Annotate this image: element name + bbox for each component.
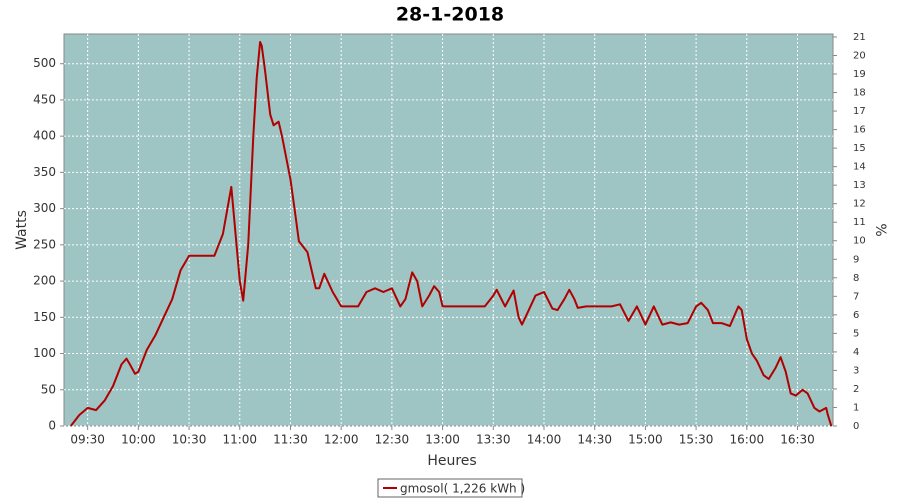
x-tick-label: 09:30 [70, 433, 105, 447]
x-tick-label: 16:30 [780, 433, 815, 447]
y2-tick-label: 11 [853, 217, 866, 228]
y2-tick-label: 13 [853, 180, 866, 191]
y2-tick-label: 4 [853, 347, 859, 358]
y2-tick-label: 2 [853, 384, 859, 395]
marks [70, 41, 833, 427]
y-tick-label: 50 [41, 382, 56, 396]
x-tick-label: 12:30 [375, 433, 410, 447]
y2-tick-label: 20 [853, 50, 866, 61]
y2-tick-label: 16 [853, 125, 866, 136]
y2-tick-label: 14 [853, 162, 866, 173]
y2-tick-label: 9 [853, 254, 859, 265]
y2-tick-label: 3 [853, 365, 859, 376]
y2-tick-label: 17 [853, 106, 866, 117]
x-tick-label: 14:00 [527, 433, 562, 447]
y2-tick-label: 1 [853, 402, 859, 413]
y-tick-label: 200 [33, 274, 56, 288]
y2-tick-label: 21 [853, 32, 866, 43]
x-tick-label: 16:00 [730, 433, 765, 447]
y2-tick-label: 7 [853, 291, 859, 302]
x-tick-label: 13:00 [425, 433, 460, 447]
y-tick-label: 250 [33, 237, 56, 251]
series-line [70, 41, 833, 427]
x-tick-label: 12:00 [324, 433, 359, 447]
grid [64, 34, 833, 427]
y-tick-label: 400 [33, 129, 56, 143]
x-tick-label: 11:30 [273, 433, 308, 447]
y2-tick-label: 8 [853, 273, 859, 284]
y2-tick-label: 19 [853, 69, 866, 80]
y2-tick-label: 0 [853, 421, 859, 432]
y2-tick-label: 12 [853, 199, 866, 210]
plot-area [63, 33, 834, 427]
y-tick-label: 0 [48, 419, 56, 433]
legend-box [377, 478, 523, 498]
x-axis-title: Heures [427, 453, 476, 469]
y-tick-label: 500 [33, 56, 56, 70]
chart-title: 28-1-2018 [396, 4, 504, 26]
y2-tick-label: 18 [853, 88, 866, 99]
y-tick-label: 300 [33, 201, 56, 215]
x-tick-label: 15:00 [628, 433, 663, 447]
y2-tick-label: 5 [853, 328, 859, 339]
y-tick-label: 350 [33, 165, 56, 179]
y-tick-label: 100 [33, 346, 56, 360]
legend-label: gmosol( 1,226 kWh ) [400, 482, 525, 496]
x-tick-label: 14:30 [577, 433, 612, 447]
x-tick-label: 15:30 [679, 433, 714, 447]
y-tick-label: 450 [33, 92, 56, 106]
y2-axis-title: % [872, 223, 888, 236]
y2-tick-label: 15 [853, 143, 866, 154]
x-tick-label: 10:30 [172, 433, 207, 447]
x-tick-label: 10:00 [121, 433, 156, 447]
y-tick-label: 150 [33, 310, 56, 324]
y-axis-title: Watts [14, 210, 30, 250]
x-tick-label: 11:00 [222, 433, 257, 447]
x-tick-label: 13:30 [476, 433, 511, 447]
y2-tick-label: 6 [853, 310, 859, 321]
y2-tick-label: 10 [853, 236, 866, 247]
